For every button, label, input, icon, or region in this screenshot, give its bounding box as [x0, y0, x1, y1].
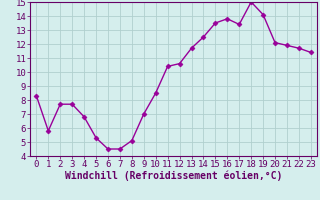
X-axis label: Windchill (Refroidissement éolien,°C): Windchill (Refroidissement éolien,°C)	[65, 171, 282, 181]
